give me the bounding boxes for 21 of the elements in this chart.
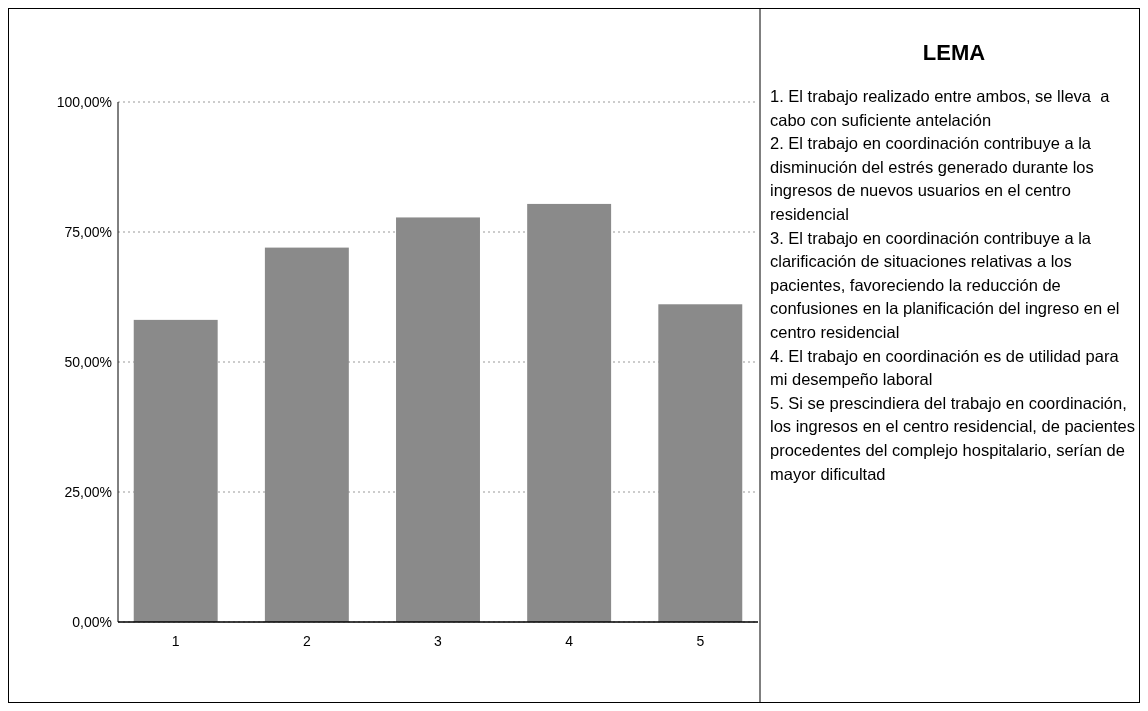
x-tick-label: 2 xyxy=(302,633,311,649)
y-tick-label: 50,00% xyxy=(64,353,112,370)
text: 1. El trabajo realizado entre ambos, se lleva a cabo con suficiente antelación xyxy=(770,87,1111,129)
x-tick-label: 1 xyxy=(171,633,180,649)
bar xyxy=(396,217,480,622)
bar xyxy=(658,304,743,622)
x-tick-label: 3 xyxy=(434,633,443,649)
y-tick-label: 75,00% xyxy=(64,223,112,240)
text: 4. El trabajo en coordinación es de utilidad para mi desempeño laboral xyxy=(770,346,1120,389)
y-tick-label: 100,00% xyxy=(56,93,112,110)
y-tick-label: 25,00% xyxy=(64,483,112,500)
text: 5. Si se prescindiera del trabajo en coordinación, los ingresos en el centro residencial, de pacientes procedentes del complejo hospitalario, serían de mayor dificultad xyxy=(770,393,1136,483)
x-tick-label: 4 xyxy=(565,633,574,649)
text: 2. El trabajo en coordinación contribuye a la disminución del estrés generado durante los ingresos de nuevos usuarios en el centro residencial xyxy=(770,134,1094,223)
x-tick-label: 5 xyxy=(696,633,705,649)
text: LEMA xyxy=(922,40,986,65)
y-tick-label: 0,00% xyxy=(72,613,112,630)
bar xyxy=(133,319,218,622)
text: 3. El trabajo en coordinación contribuye a la clarificación de situaciones relativas a los pacientes, favoreciendo la reducción de confusiones en la planificación del ingreso en el centro residencial xyxy=(770,228,1120,341)
bar xyxy=(527,203,612,622)
bar xyxy=(264,247,349,622)
